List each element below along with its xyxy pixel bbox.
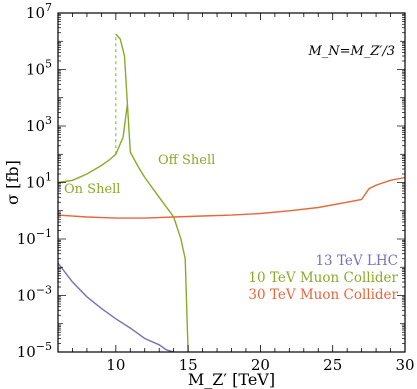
offshell-upper-branch — [115, 33, 129, 105]
y-tick-exponent: 3 — [45, 114, 52, 127]
x-axis-title: M_Z′ [TeV] — [188, 370, 275, 389]
series-line-1 — [57, 103, 189, 353]
y-axis-title: σ [fb] — [3, 160, 22, 205]
y-tick-exponent: −3 — [36, 284, 52, 297]
y-tick-label: 101 — [26, 171, 52, 192]
legend-entry-2: 30 TeV Muon Collider — [248, 287, 398, 303]
off-shell-label: Off Shell — [158, 153, 215, 168]
y-tick-label: 105 — [26, 58, 52, 79]
y-tick-exponent: 7 — [45, 1, 52, 14]
series-line-0 — [57, 262, 174, 353]
x-tick-label: 10 — [106, 356, 125, 374]
series-layer — [57, 33, 406, 353]
x-tick-label: 25 — [323, 356, 342, 374]
y-tick-label: 10−5 — [17, 340, 52, 361]
legend-entry-0: 13 TeV LHC — [315, 253, 398, 269]
x-tick-label: 30 — [395, 356, 414, 374]
legend-entry-1: 10 TeV Muon Collider — [248, 270, 398, 286]
y-tick-label: 107 — [26, 1, 52, 22]
y-tick-label: 103 — [26, 114, 52, 135]
mass-relation-annotation: M_N=M_Z′/3 — [307, 44, 395, 59]
y-tick-exponent: −1 — [36, 227, 52, 240]
series-line-2 — [57, 176, 406, 219]
y-tick-exponent: 5 — [45, 58, 52, 71]
on-shell-label: On Shell — [64, 182, 120, 197]
y-tick-exponent: −5 — [36, 340, 52, 353]
ticks-layer — [57, 13, 406, 353]
x-tick-label: 15 — [179, 356, 198, 374]
y-tick-label: 10−1 — [17, 227, 52, 248]
x-tick-label: 20 — [251, 356, 270, 374]
y-tick-exponent: 1 — [45, 171, 52, 184]
y-tick-label: 10−3 — [17, 284, 52, 305]
